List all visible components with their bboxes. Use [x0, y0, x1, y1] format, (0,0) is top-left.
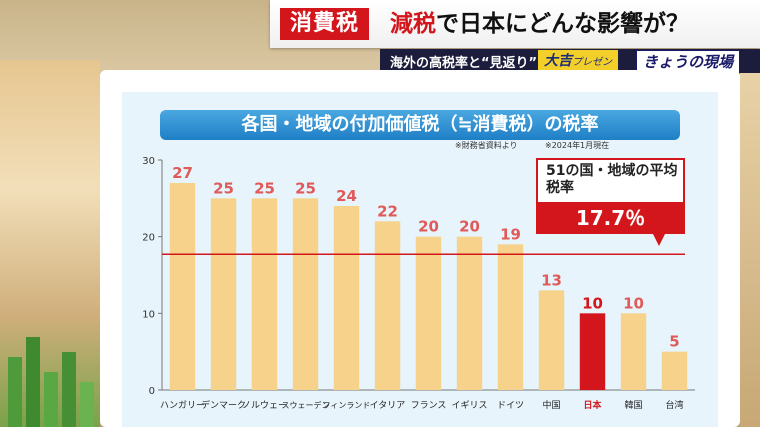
- bar-value-label: 22: [377, 202, 398, 220]
- topic-tag: 消費税: [280, 8, 370, 40]
- x-tick-label: フィンランド: [323, 401, 371, 410]
- x-tick-label: 台湾: [665, 399, 683, 411]
- chart-title: 各国・地域の付加価値税（≒消費税）の税率: [241, 114, 599, 135]
- bar-value-label: 13: [541, 271, 562, 289]
- headline-rest: で日本にどんな影響が？: [436, 11, 689, 37]
- average-value: 17.7％: [575, 206, 646, 230]
- bar: [333, 206, 360, 390]
- y-tick-label: 0: [149, 386, 155, 397]
- bar-value-label: 19: [500, 225, 521, 243]
- bar-value-label: 20: [459, 218, 480, 236]
- average-callout: 51の国・地域の平均税率 17.7％: [536, 158, 685, 234]
- bar: [415, 236, 442, 390]
- bar: [210, 198, 237, 390]
- studio-background-right: [740, 60, 760, 427]
- bar-value-label: 10: [582, 294, 603, 312]
- bar: [497, 244, 524, 390]
- x-tick-label: フランス: [411, 400, 447, 411]
- x-tick-label: ノルウェー: [242, 400, 287, 411]
- average-value-box: 17.7％: [536, 202, 685, 234]
- bar: [620, 313, 647, 390]
- bar-value-label: 25: [213, 179, 234, 197]
- bar-value-label: 27: [172, 164, 193, 182]
- x-tick-label: デンマーク: [201, 399, 246, 411]
- x-tick-label: スウェーデン: [282, 400, 330, 410]
- subtitle-text: 海外の高税率と“見返り”: [390, 56, 538, 71]
- bar: [456, 236, 483, 390]
- x-tick-label: ドイツ: [497, 401, 524, 411]
- bar: [538, 290, 565, 390]
- bar-value-label: 10: [623, 294, 644, 312]
- y-tick-label: 30: [142, 156, 155, 167]
- bar-value-label: 25: [295, 179, 316, 197]
- bar: [251, 198, 278, 390]
- bar-value-label: 24: [336, 187, 357, 205]
- segment-logo-sub: プレゼン: [572, 57, 612, 68]
- segment-logo-main: 大吉: [544, 53, 572, 69]
- y-tick-label: 10: [142, 309, 155, 320]
- x-tick-label: イタリア: [370, 400, 406, 411]
- source-note: ※財務省資料より: [455, 141, 518, 150]
- bar-value-label: 25: [254, 179, 275, 197]
- decorative-green-bars: [8, 337, 94, 427]
- x-tick-label: 中国: [542, 399, 560, 411]
- chart-title-bar: 各国・地域の付加価値税（≒消費税）の税率: [160, 110, 680, 140]
- x-tick-label: 日本: [583, 399, 602, 411]
- bar: [169, 183, 196, 390]
- average-label: 51の国・地域の平均税率: [546, 163, 678, 196]
- date-note: ※2024年1月現在: [545, 141, 610, 150]
- average-callout-pointer: [652, 232, 666, 246]
- bar-value-label: 20: [418, 218, 439, 236]
- segment-logo: 大吉プレゼン: [538, 50, 618, 72]
- bar: [661, 351, 688, 390]
- x-tick-label: ハンガリー: [160, 400, 205, 411]
- x-tick-label: イギリス: [451, 400, 487, 411]
- bar-value-label: 5: [669, 333, 679, 351]
- bar: [292, 198, 319, 390]
- headline: 減税で日本にどんな影響が？: [390, 8, 689, 40]
- bar: [579, 313, 606, 390]
- header-banner: 消費税 減税で日本にどんな影響が？: [270, 0, 760, 48]
- x-tick-label: 韓国: [624, 400, 642, 411]
- bar: [374, 221, 401, 390]
- headline-highlight: 減税: [390, 11, 436, 37]
- y-tick-label: 20: [142, 233, 155, 244]
